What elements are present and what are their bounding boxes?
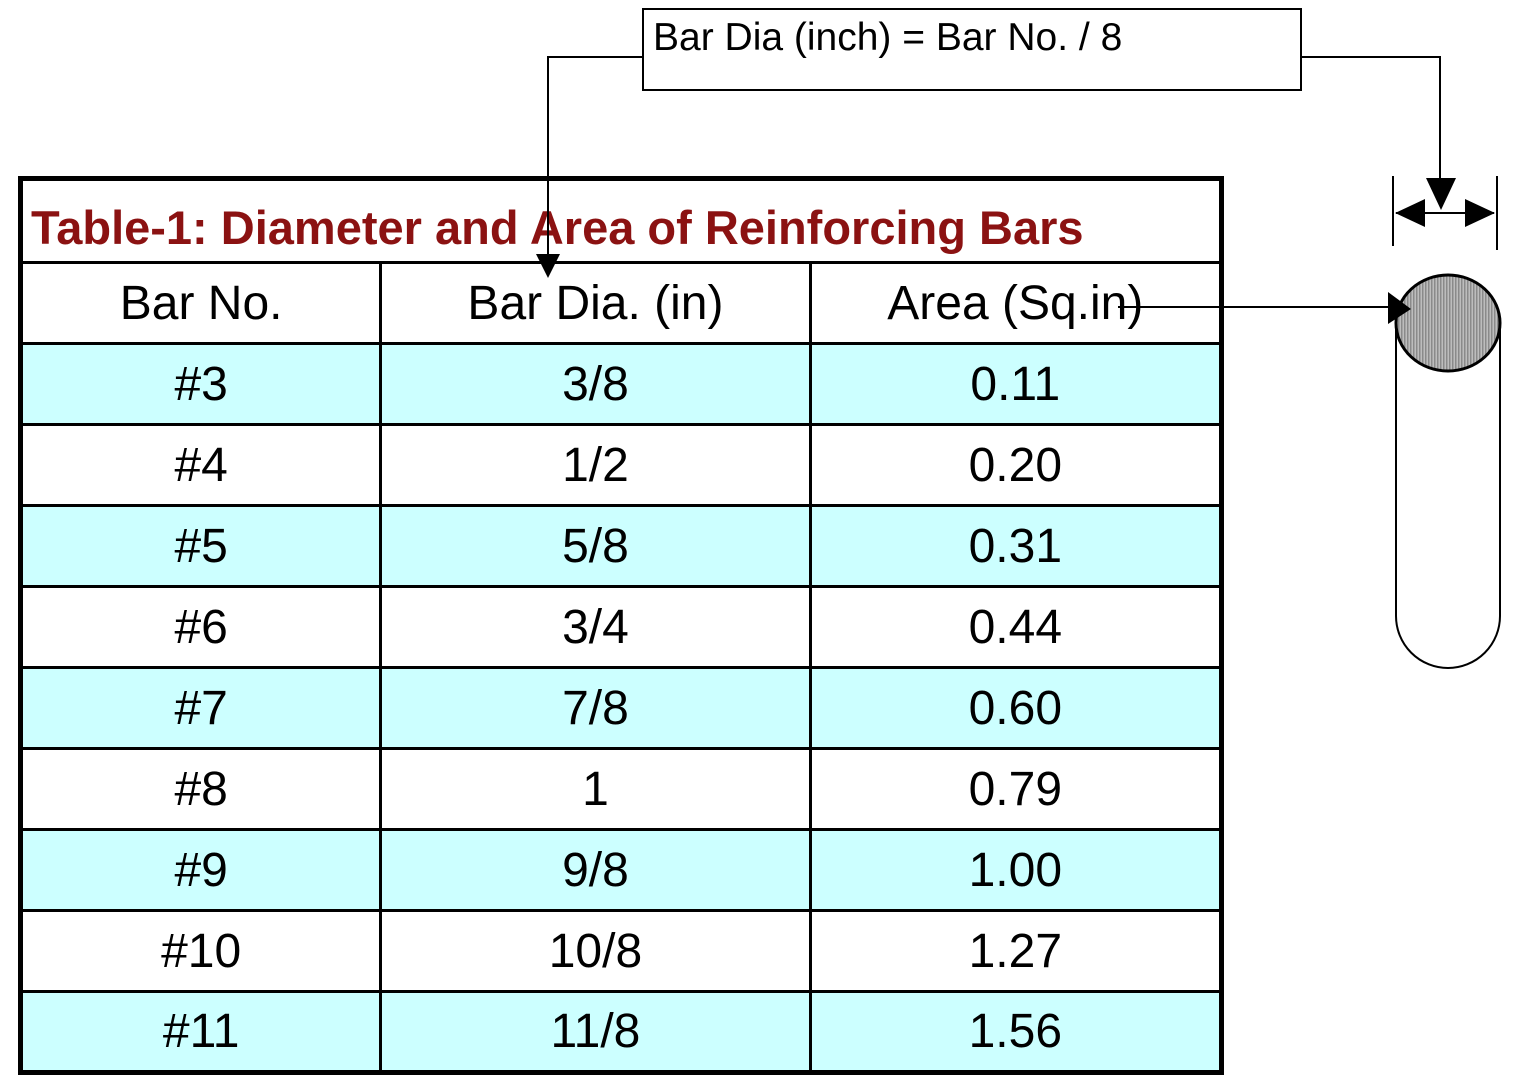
cell-bar-dia: 5/8 bbox=[379, 504, 812, 588]
dimension-leader-line bbox=[1302, 56, 1441, 180]
cell-area: 0.20 bbox=[808, 423, 1224, 507]
cell-area: 0.31 bbox=[808, 504, 1224, 588]
header-bar-dia: Bar Dia. (in) bbox=[379, 261, 812, 345]
dimension-leader-arrowhead bbox=[1426, 178, 1456, 210]
cell-bar-no: #5 bbox=[18, 504, 383, 588]
table-header-row: Bar No. Bar Dia. (in) Area (Sq.in) bbox=[18, 261, 1224, 345]
cell-area: 0.79 bbox=[808, 747, 1224, 831]
table-row: #11 11/8 1.56 bbox=[18, 990, 1224, 1074]
cell-bar-no: #7 bbox=[18, 666, 383, 750]
table-title-row: Table-1: Diameter and Area of Reinforcin… bbox=[19, 177, 1223, 264]
area-leader-arrowhead bbox=[1388, 292, 1411, 324]
cell-bar-dia: 1/2 bbox=[379, 423, 812, 507]
cell-bar-no: #6 bbox=[18, 585, 383, 669]
cell-bar-dia: 1 bbox=[379, 747, 812, 831]
table-row: #9 9/8 1.00 bbox=[18, 828, 1224, 912]
bar-table: Table-1: Diameter and Area of Reinforcin… bbox=[18, 176, 1224, 1075]
cell-bar-dia: 10/8 bbox=[379, 909, 812, 993]
bar-cylinder bbox=[1395, 322, 1501, 669]
cell-bar-no: #10 bbox=[18, 909, 383, 993]
cell-area: 0.44 bbox=[808, 585, 1224, 669]
cell-bar-dia: 3/8 bbox=[379, 342, 812, 426]
cell-area: 1.27 bbox=[808, 909, 1224, 993]
table-row: #7 7/8 0.60 bbox=[18, 666, 1224, 750]
cell-bar-no: #9 bbox=[18, 828, 383, 912]
header-bar-no: Bar No. bbox=[18, 261, 383, 345]
cell-bar-no: #11 bbox=[18, 990, 383, 1074]
cell-area: 1.56 bbox=[808, 990, 1224, 1074]
table-row: #3 3/8 0.11 bbox=[18, 342, 1224, 426]
dimension-arrow-right bbox=[1465, 199, 1495, 227]
cell-bar-dia: 7/8 bbox=[379, 666, 812, 750]
cell-area: 0.11 bbox=[808, 342, 1224, 426]
table-title: Table-1: Diameter and Area of Reinforcin… bbox=[19, 177, 1223, 264]
cell-bar-no: #8 bbox=[18, 747, 383, 831]
cell-area: 1.00 bbox=[808, 828, 1224, 912]
cell-bar-no: #4 bbox=[18, 423, 383, 507]
cell-bar-dia: 11/8 bbox=[379, 990, 812, 1074]
cell-area: 0.60 bbox=[808, 666, 1224, 750]
dimension-arrow-left bbox=[1395, 199, 1425, 227]
table-row: #4 1/2 0.20 bbox=[18, 423, 1224, 507]
header-area: Area (Sq.in) bbox=[808, 261, 1224, 345]
cell-bar-no: #3 bbox=[18, 342, 383, 426]
cell-bar-dia: 9/8 bbox=[379, 828, 812, 912]
cell-bar-dia: 3/4 bbox=[379, 585, 812, 669]
table-row: #6 3/4 0.44 bbox=[18, 585, 1224, 669]
table-row: #5 5/8 0.31 bbox=[18, 504, 1224, 588]
table-row: #8 1 0.79 bbox=[18, 747, 1224, 831]
formula-box: Bar Dia (inch) = Bar No. / 8 bbox=[642, 8, 1302, 91]
bar-cross-section bbox=[1394, 273, 1502, 373]
table-row: #10 10/8 1.27 bbox=[18, 909, 1224, 993]
